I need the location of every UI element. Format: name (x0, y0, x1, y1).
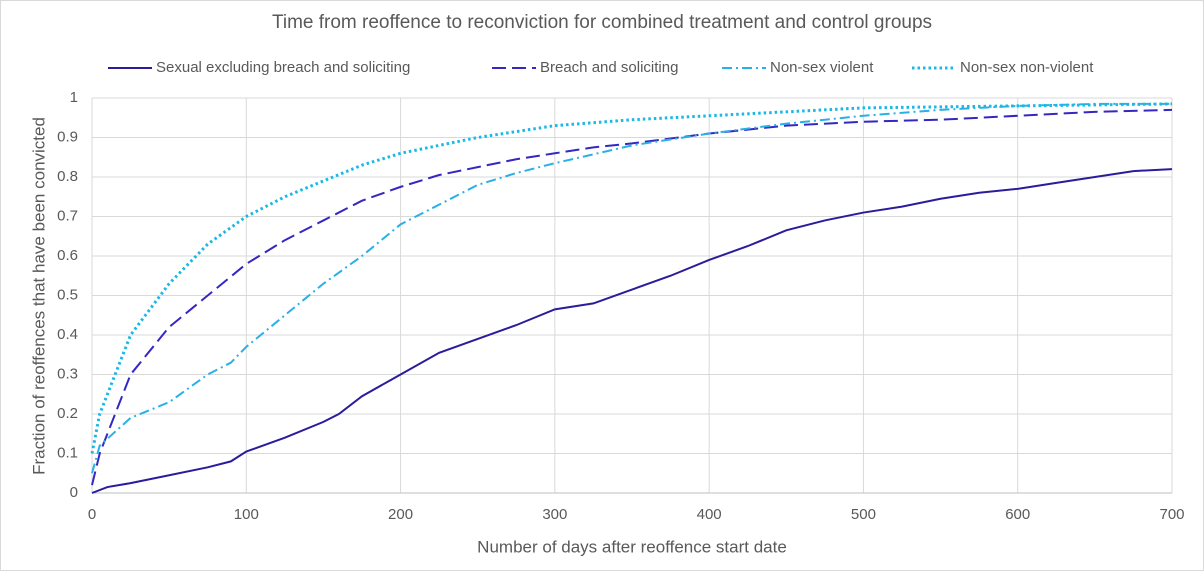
y-tick-label: 0.3 (57, 365, 78, 382)
legend-label: Non-sex violent (770, 59, 874, 76)
y-tick-label: 0.1 (57, 444, 78, 461)
x-tick-label: 700 (1159, 506, 1184, 523)
y-tick-label: 0.4 (57, 326, 78, 343)
x-tick-label: 300 (542, 506, 567, 523)
legend-label: Non-sex non-violent (960, 59, 1094, 76)
y-tick-label: 0.8 (57, 168, 78, 185)
legend-label: Sexual excluding breach and soliciting (156, 59, 410, 76)
x-tick-label: 200 (388, 506, 413, 523)
y-axis-label: Fraction of reoffences that have been co… (29, 117, 48, 475)
series-line (91, 102, 1172, 474)
x-tick-label: 500 (851, 506, 876, 523)
y-tick-label: 0 (70, 484, 78, 501)
x-tick-label: 400 (697, 506, 722, 523)
y-tick-label: 0.2 (57, 405, 78, 422)
y-tick-label: 0.9 (57, 128, 78, 145)
x-tick-label: 600 (1005, 506, 1030, 523)
y-tick-label: 0.5 (57, 286, 78, 303)
x-tick-label: 100 (234, 506, 259, 523)
legend-label: Breach and soliciting (540, 59, 678, 76)
x-tick-label: 0 (88, 506, 96, 523)
chart-title: Time from reoffence to reconviction for … (272, 12, 932, 33)
y-tick-label: 1 (70, 89, 78, 106)
x-axis-label: Number of days after reoffence start dat… (477, 537, 787, 556)
series-line (91, 168, 1173, 494)
series-line (91, 108, 1173, 486)
y-tick-label: 0.7 (57, 207, 78, 224)
y-tick-label: 0.6 (57, 247, 78, 264)
